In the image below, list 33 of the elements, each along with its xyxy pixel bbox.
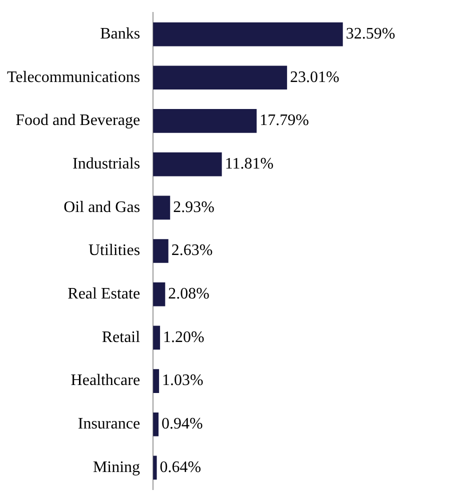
y-tick-label: Healthcare bbox=[70, 372, 140, 390]
y-tick-label: Retail bbox=[102, 328, 141, 346]
y-tick-label: Insurance bbox=[78, 416, 140, 433]
bar bbox=[153, 412, 159, 436]
data-label: 17.79% bbox=[260, 112, 309, 130]
data-label: 1.20% bbox=[163, 328, 204, 346]
bar bbox=[153, 326, 160, 350]
bar bbox=[153, 456, 157, 480]
y-tick-label: Telecommunications bbox=[7, 68, 140, 86]
bar bbox=[153, 109, 257, 133]
data-label: 2.63% bbox=[171, 242, 213, 260]
bar bbox=[153, 282, 166, 306]
bar bbox=[153, 152, 222, 176]
data-label: 32.59% bbox=[346, 25, 396, 42]
bar bbox=[153, 22, 343, 46]
data-label: 2.93% bbox=[173, 198, 214, 216]
data-label: 23.01% bbox=[290, 68, 340, 86]
y-tick-label: Banks bbox=[100, 25, 140, 42]
y-tick-label: Food and Beverage bbox=[16, 112, 140, 130]
y-tick-label: Utilities bbox=[88, 242, 140, 260]
data-label: 11.81% bbox=[224, 156, 274, 173]
bar bbox=[153, 196, 170, 220]
bar bbox=[153, 66, 288, 90]
y-tick-label: Oil and Gas bbox=[64, 198, 140, 216]
y-tick-label: Real Estate bbox=[68, 286, 140, 303]
data-label: 1.03% bbox=[162, 372, 204, 390]
bar bbox=[153, 239, 168, 263]
data-label: 2.08% bbox=[168, 286, 210, 303]
bar bbox=[153, 369, 160, 393]
data-label: 0.94% bbox=[162, 416, 203, 433]
data-label: 0.64% bbox=[160, 458, 202, 476]
y-tick-label: Mining bbox=[92, 458, 140, 476]
y-tick-label: Industrials bbox=[72, 156, 140, 173]
